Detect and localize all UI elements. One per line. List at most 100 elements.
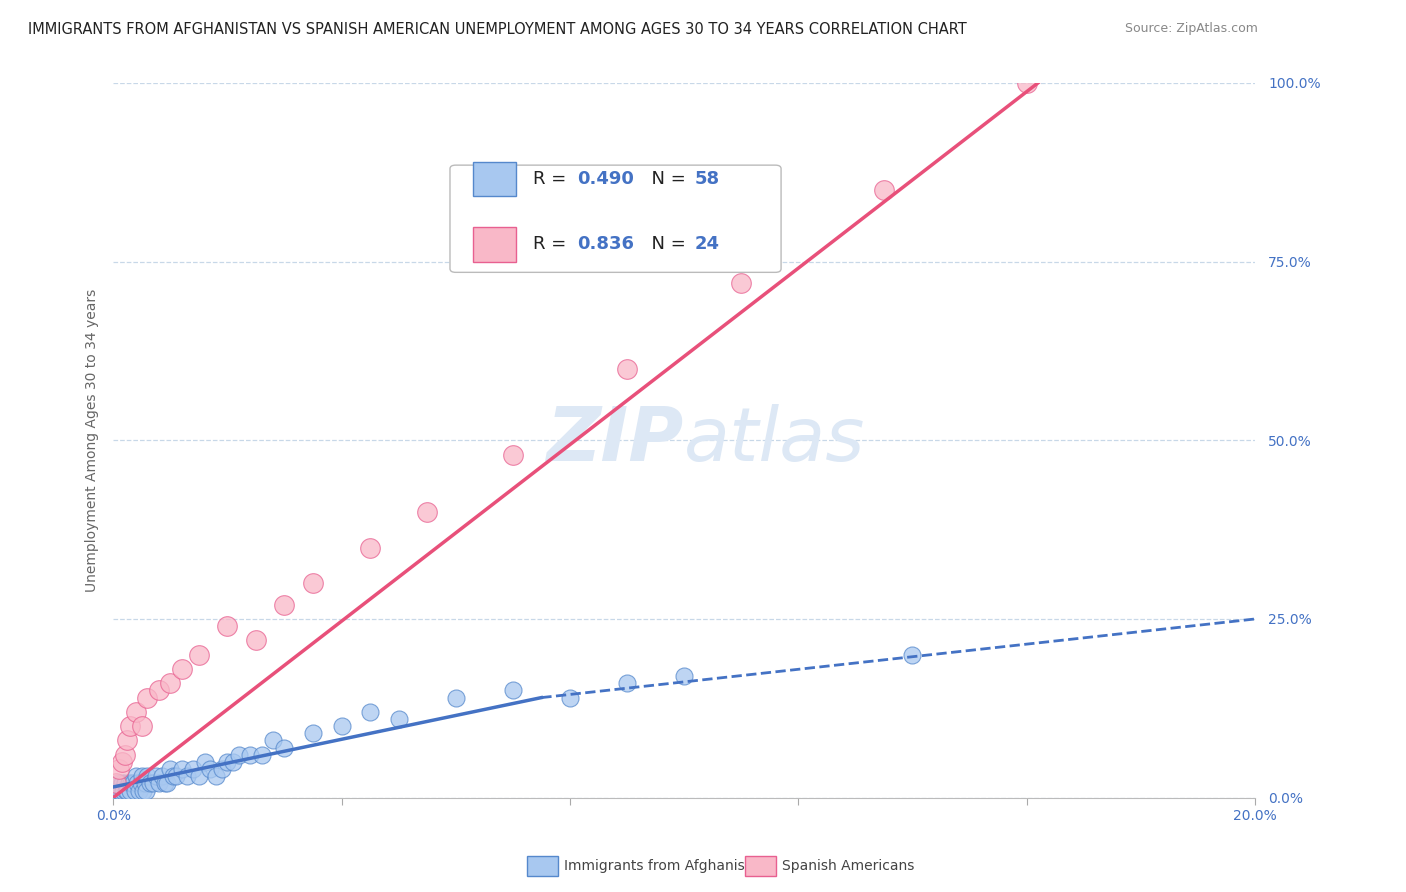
- Point: [502, 448, 524, 462]
- Point: [105, 776, 128, 790]
- Point: [222, 755, 245, 769]
- Point: [239, 747, 262, 762]
- Text: R =: R =: [533, 169, 572, 187]
- Point: [124, 783, 146, 797]
- Point: [114, 747, 136, 762]
- Point: [162, 769, 184, 783]
- Point: [302, 576, 325, 591]
- Text: 0.836: 0.836: [576, 235, 634, 253]
- Text: R =: R =: [533, 235, 572, 253]
- Point: [120, 783, 142, 797]
- Point: [359, 541, 381, 555]
- Text: Immigrants from Afghanistan: Immigrants from Afghanistan: [564, 859, 768, 873]
- Text: N =: N =: [640, 169, 690, 187]
- Point: [120, 719, 142, 733]
- Point: [616, 361, 638, 376]
- Point: [148, 776, 170, 790]
- Point: [136, 769, 159, 783]
- Text: 58: 58: [695, 169, 720, 187]
- Point: [359, 705, 381, 719]
- Point: [330, 719, 353, 733]
- Point: [132, 783, 155, 797]
- Point: [117, 733, 139, 747]
- Point: [217, 619, 239, 633]
- Point: [273, 740, 295, 755]
- Point: [139, 776, 162, 790]
- Point: [120, 776, 142, 790]
- Point: [111, 755, 134, 769]
- Point: [205, 769, 228, 783]
- Point: [107, 776, 129, 790]
- Point: [135, 783, 157, 797]
- Text: Source: ZipAtlas.com: Source: ZipAtlas.com: [1125, 22, 1258, 36]
- Point: [136, 690, 159, 705]
- Point: [111, 776, 134, 790]
- Point: [142, 776, 165, 790]
- Point: [108, 762, 131, 776]
- FancyBboxPatch shape: [472, 227, 516, 261]
- Point: [156, 776, 179, 790]
- Point: [730, 276, 752, 290]
- Point: [145, 769, 167, 783]
- Point: [181, 762, 204, 776]
- Point: [108, 783, 131, 797]
- FancyBboxPatch shape: [472, 161, 516, 196]
- Text: 24: 24: [695, 235, 720, 253]
- Point: [502, 683, 524, 698]
- Text: atlas: atlas: [685, 404, 866, 476]
- Point: [131, 769, 153, 783]
- Point: [114, 783, 136, 797]
- Point: [302, 726, 325, 740]
- Point: [118, 776, 141, 790]
- Point: [250, 747, 273, 762]
- Point: [873, 183, 896, 197]
- Y-axis label: Unemployment Among Ages 30 to 34 years: Unemployment Among Ages 30 to 34 years: [86, 289, 100, 592]
- Point: [148, 683, 170, 698]
- Point: [153, 776, 176, 790]
- Point: [673, 669, 696, 683]
- Point: [200, 762, 222, 776]
- Point: [129, 776, 152, 790]
- Point: [125, 705, 148, 719]
- FancyBboxPatch shape: [450, 165, 782, 272]
- Point: [901, 648, 924, 662]
- Text: N =: N =: [640, 235, 690, 253]
- Point: [165, 769, 187, 783]
- Point: [170, 662, 193, 676]
- Point: [122, 776, 145, 790]
- Point: [112, 783, 135, 797]
- Point: [108, 783, 131, 797]
- Point: [211, 762, 233, 776]
- Point: [114, 776, 136, 790]
- Text: IMMIGRANTS FROM AFGHANISTAN VS SPANISH AMERICAN UNEMPLOYMENT AMONG AGES 30 TO 34: IMMIGRANTS FROM AFGHANISTAN VS SPANISH A…: [28, 22, 967, 37]
- Point: [187, 648, 209, 662]
- Point: [228, 747, 250, 762]
- Text: Spanish Americans: Spanish Americans: [782, 859, 914, 873]
- Text: ZIP: ZIP: [547, 404, 685, 477]
- Point: [388, 712, 411, 726]
- Text: 0.490: 0.490: [576, 169, 634, 187]
- Point: [245, 633, 267, 648]
- Point: [117, 783, 139, 797]
- Point: [159, 762, 181, 776]
- Point: [558, 690, 581, 705]
- Point: [131, 719, 153, 733]
- Point: [134, 776, 156, 790]
- Point: [193, 755, 215, 769]
- Point: [128, 783, 150, 797]
- Point: [416, 505, 439, 519]
- Point: [616, 676, 638, 690]
- Point: [217, 755, 239, 769]
- Point: [444, 690, 467, 705]
- Point: [1015, 76, 1038, 90]
- Point: [127, 776, 149, 790]
- Point: [105, 783, 128, 797]
- Point: [159, 676, 181, 690]
- Point: [187, 769, 209, 783]
- Point: [170, 762, 193, 776]
- Point: [176, 769, 198, 783]
- Point: [125, 769, 148, 783]
- Point: [150, 769, 173, 783]
- Point: [273, 598, 295, 612]
- Point: [262, 733, 284, 747]
